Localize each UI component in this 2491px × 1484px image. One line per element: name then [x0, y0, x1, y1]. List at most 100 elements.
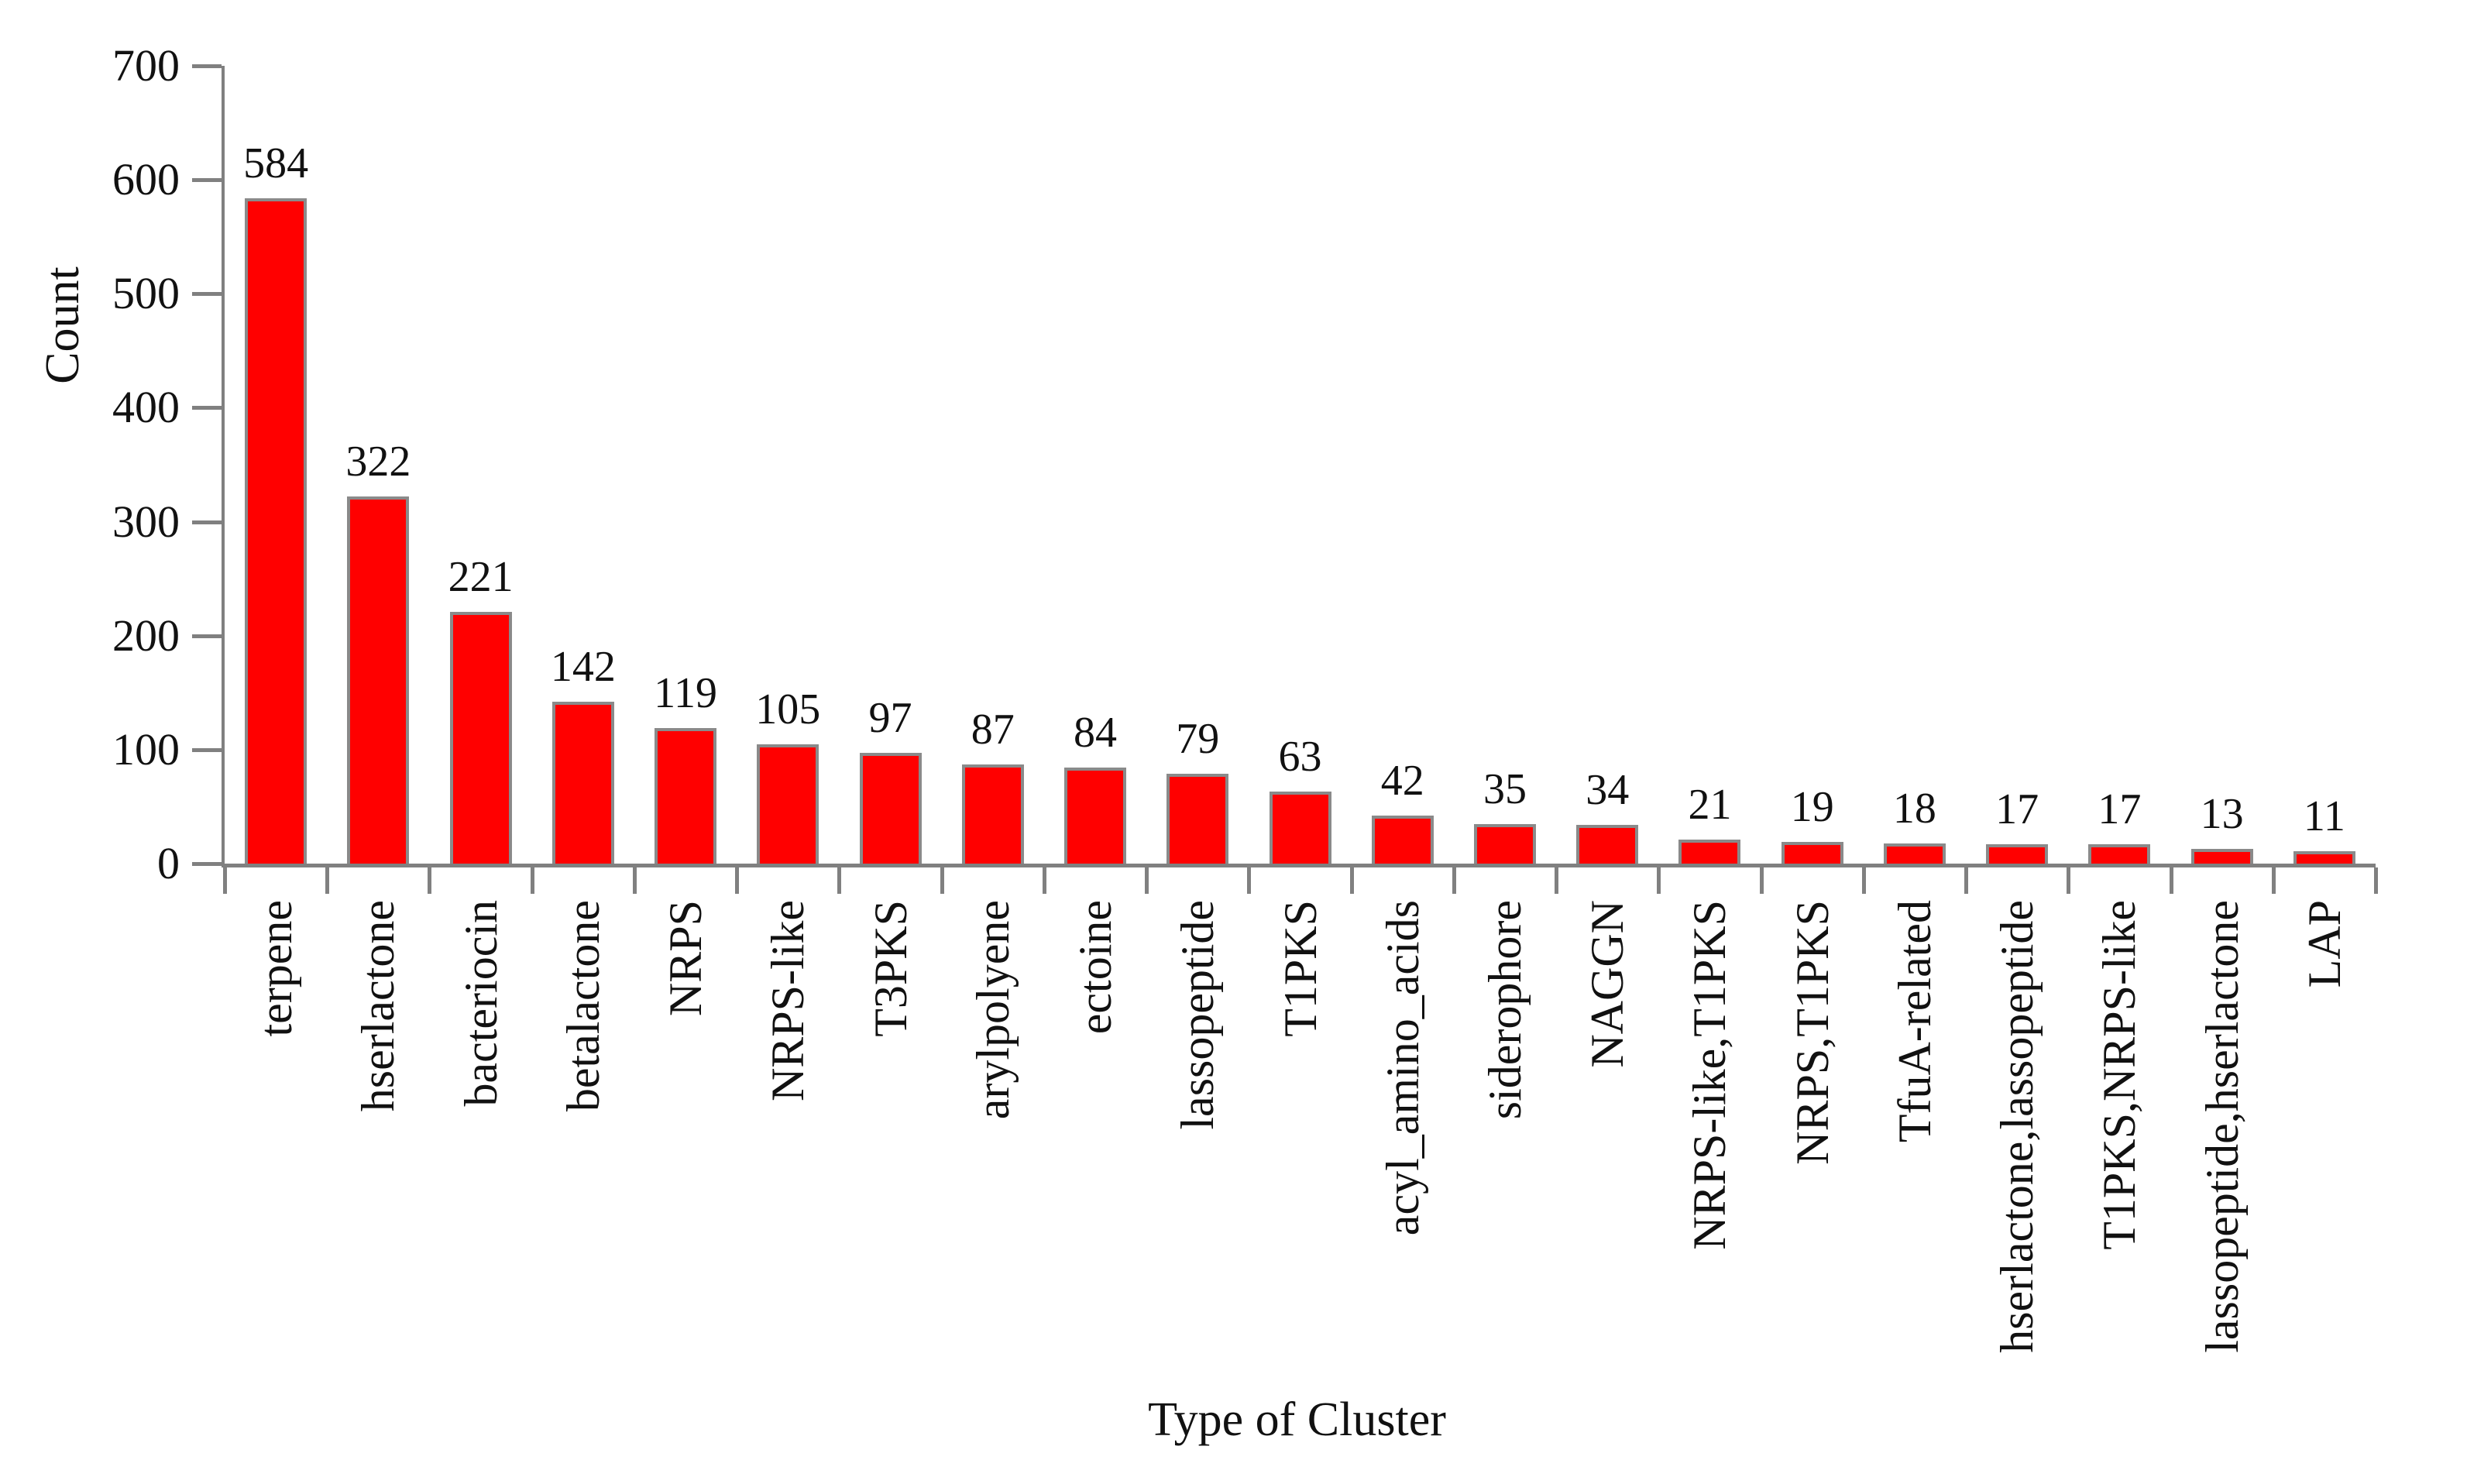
x-tick-mark	[632, 867, 637, 894]
y-tick-mark	[192, 292, 222, 297]
y-tick-label: 100	[112, 723, 180, 775]
x-tick-label: NRPS-like,T1PKS	[1684, 900, 1736, 1250]
x-tick-label: NRPS-like	[762, 900, 814, 1102]
x-tick-mark	[428, 867, 432, 894]
x-tick-mark	[1042, 867, 1046, 894]
x-tick-label: lassopeptide	[1172, 900, 1224, 1130]
y-tick-mark	[192, 64, 222, 68]
x-tick-label: bacteriocin	[455, 900, 507, 1107]
bar-value-label: 34	[1586, 765, 1630, 814]
plot-area: 584 322 221 142 119 105 97 87 84 79 63 42 35 34 21 19 18…	[192, 64, 2378, 1353]
x-tick-mark	[1759, 867, 1764, 894]
y-tick-mark	[192, 747, 222, 752]
bar-value-label: 19	[1790, 783, 1834, 832]
bar	[1473, 823, 1536, 864]
bar	[961, 764, 1024, 864]
bar	[1781, 842, 1843, 864]
x-tick-mark	[1964, 867, 1969, 894]
x-tick-mark	[1349, 867, 1354, 894]
bar	[1576, 824, 1639, 864]
y-tick-label: 0	[157, 838, 180, 888]
bar-value-label: 21	[1688, 781, 1732, 830]
x-tick-mark	[1555, 867, 1559, 894]
bar	[1986, 844, 2049, 864]
x-tick-mark	[1452, 867, 1456, 894]
y-tick-mark	[192, 520, 222, 524]
x-tick-mark	[2169, 867, 2173, 894]
y-tick-label: 400	[112, 382, 180, 433]
bar-value-label: 11	[2303, 792, 2345, 840]
y-tick-mark	[192, 862, 222, 866]
bar	[2293, 850, 2355, 864]
x-tick-mark	[2067, 867, 2071, 894]
bar-value-label: 42	[1380, 757, 1424, 806]
x-tick-label: arylpolyene	[967, 900, 1019, 1120]
x-tick-label: T3PKS	[864, 900, 916, 1037]
x-tick-label: ectoine	[1070, 900, 1122, 1035]
bar-value-label: 87	[971, 706, 1015, 754]
y-tick-label: 300	[112, 496, 180, 547]
x-tick-label: terpene	[250, 900, 302, 1037]
x-tick-label: lassopeptide,hserlactone	[2196, 900, 2248, 1353]
bar-value-label: 35	[1483, 764, 1527, 813]
x-tick-label: betalactone	[557, 900, 609, 1112]
x-tick-label: hserlactone,lassopeptide	[1991, 900, 2043, 1353]
bar-value-label: 18	[1892, 784, 1936, 833]
x-tick-mark	[1861, 867, 1866, 894]
bar-value-label: 119	[654, 668, 718, 717]
y-tick-label: 700	[112, 40, 180, 91]
bar	[449, 611, 512, 864]
bar-value-label: 142	[550, 643, 616, 692]
x-tick-label: T1PKS	[1274, 900, 1326, 1037]
x-tick-label: T1PKS,NRPS-like	[2094, 900, 2146, 1250]
bar-value-label: 17	[2098, 785, 2142, 833]
x-tick-mark	[325, 867, 330, 894]
bar	[1678, 840, 1741, 864]
x-tick-mark	[223, 867, 227, 894]
bar-value-label: 17	[1995, 785, 2039, 833]
x-tick-label: NRPS	[660, 900, 712, 1017]
x-tick-label: TfuA-related	[1888, 900, 1940, 1143]
bar	[757, 744, 819, 864]
bar-value-label: 584	[243, 139, 309, 187]
y-tick-mark	[192, 634, 222, 638]
bar	[859, 753, 922, 864]
x-tick-label: hserlactone	[352, 900, 404, 1112]
bar	[2190, 848, 2253, 864]
x-tick-mark	[1247, 867, 1252, 894]
x-tick-label: LAP	[2298, 900, 2350, 988]
x-tick-mark	[837, 867, 842, 894]
bar-value-label: 79	[1176, 714, 1220, 763]
bar	[1064, 768, 1127, 864]
bar	[347, 496, 410, 864]
bar-value-label: 97	[868, 694, 912, 743]
bar	[2088, 844, 2151, 864]
x-tick-mark	[530, 867, 534, 894]
bar	[245, 198, 308, 864]
bar-value-label: 84	[1074, 709, 1118, 757]
x-tick-mark	[2271, 867, 2276, 894]
bar-value-label: 13	[2200, 789, 2244, 838]
y-tick-mark	[192, 406, 222, 411]
bar-value-label: 105	[755, 685, 821, 733]
y-tick-mark	[192, 178, 222, 183]
x-tick-mark	[735, 867, 740, 894]
x-axis-title: Type of Cluster	[1148, 1393, 1446, 1446]
bar	[1371, 816, 1434, 864]
x-tick-mark	[2374, 867, 2378, 894]
x-tick-label: NRPS,T1PKS	[1786, 900, 1838, 1165]
x-tick-label: NAGGN	[1582, 900, 1634, 1068]
bar-value-label: 322	[345, 438, 411, 486]
x-tick-mark	[940, 867, 944, 894]
x-tick-label: acyl_amino_acids	[1376, 900, 1428, 1236]
bar-value-label: 221	[448, 552, 514, 601]
y-tick-label: 500	[112, 268, 180, 319]
x-tick-mark	[1145, 867, 1149, 894]
x-tick-mark	[1657, 867, 1661, 894]
bar	[551, 702, 614, 864]
x-tick-label: siderophore	[1479, 900, 1531, 1120]
bar	[1166, 773, 1229, 864]
bar	[655, 727, 717, 864]
bar-value-label: 63	[1278, 733, 1322, 782]
